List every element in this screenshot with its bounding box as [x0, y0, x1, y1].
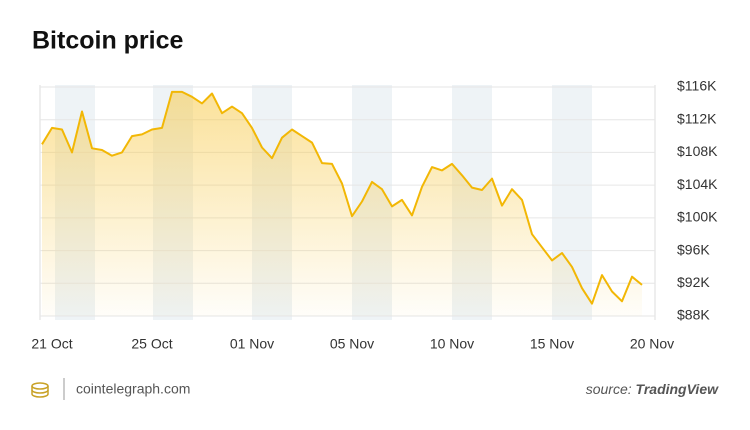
y-tick-label: $100K	[677, 209, 718, 225]
y-tick-label: $96K	[677, 241, 710, 257]
source: source: TradingView	[586, 381, 719, 397]
x-tick-label: 05 Nov	[330, 336, 374, 352]
y-tick-label: $88K	[677, 307, 710, 323]
price-line	[41, 90, 643, 305]
area	[42, 91, 642, 317]
x-tick-label: 15 Nov	[530, 336, 574, 352]
y-tick-label: $116K	[677, 78, 717, 94]
x-tick-label: 20 Nov	[630, 336, 674, 352]
y-tick-label: $104K	[677, 176, 718, 192]
y-tick-label: $92K	[677, 274, 710, 290]
x-tick-label: 10 Nov	[430, 336, 474, 352]
site-name: cointelegraph.com	[76, 381, 190, 397]
source-name: TradingView	[636, 381, 720, 397]
footer: cointelegraph.com source: TradingView	[31, 378, 719, 400]
chart-title: Bitcoin price	[32, 27, 184, 55]
y-tick-label: $112K	[677, 110, 717, 126]
plot	[41, 90, 643, 317]
x-tick-label: 01 Nov	[230, 336, 274, 352]
x-tick-label: 25 Oct	[131, 336, 172, 352]
source-prefix: source:	[586, 381, 632, 397]
y-tick-label: $108K	[677, 143, 718, 159]
logo	[31, 382, 49, 398]
x-tick-label: 21 Oct	[31, 336, 72, 352]
